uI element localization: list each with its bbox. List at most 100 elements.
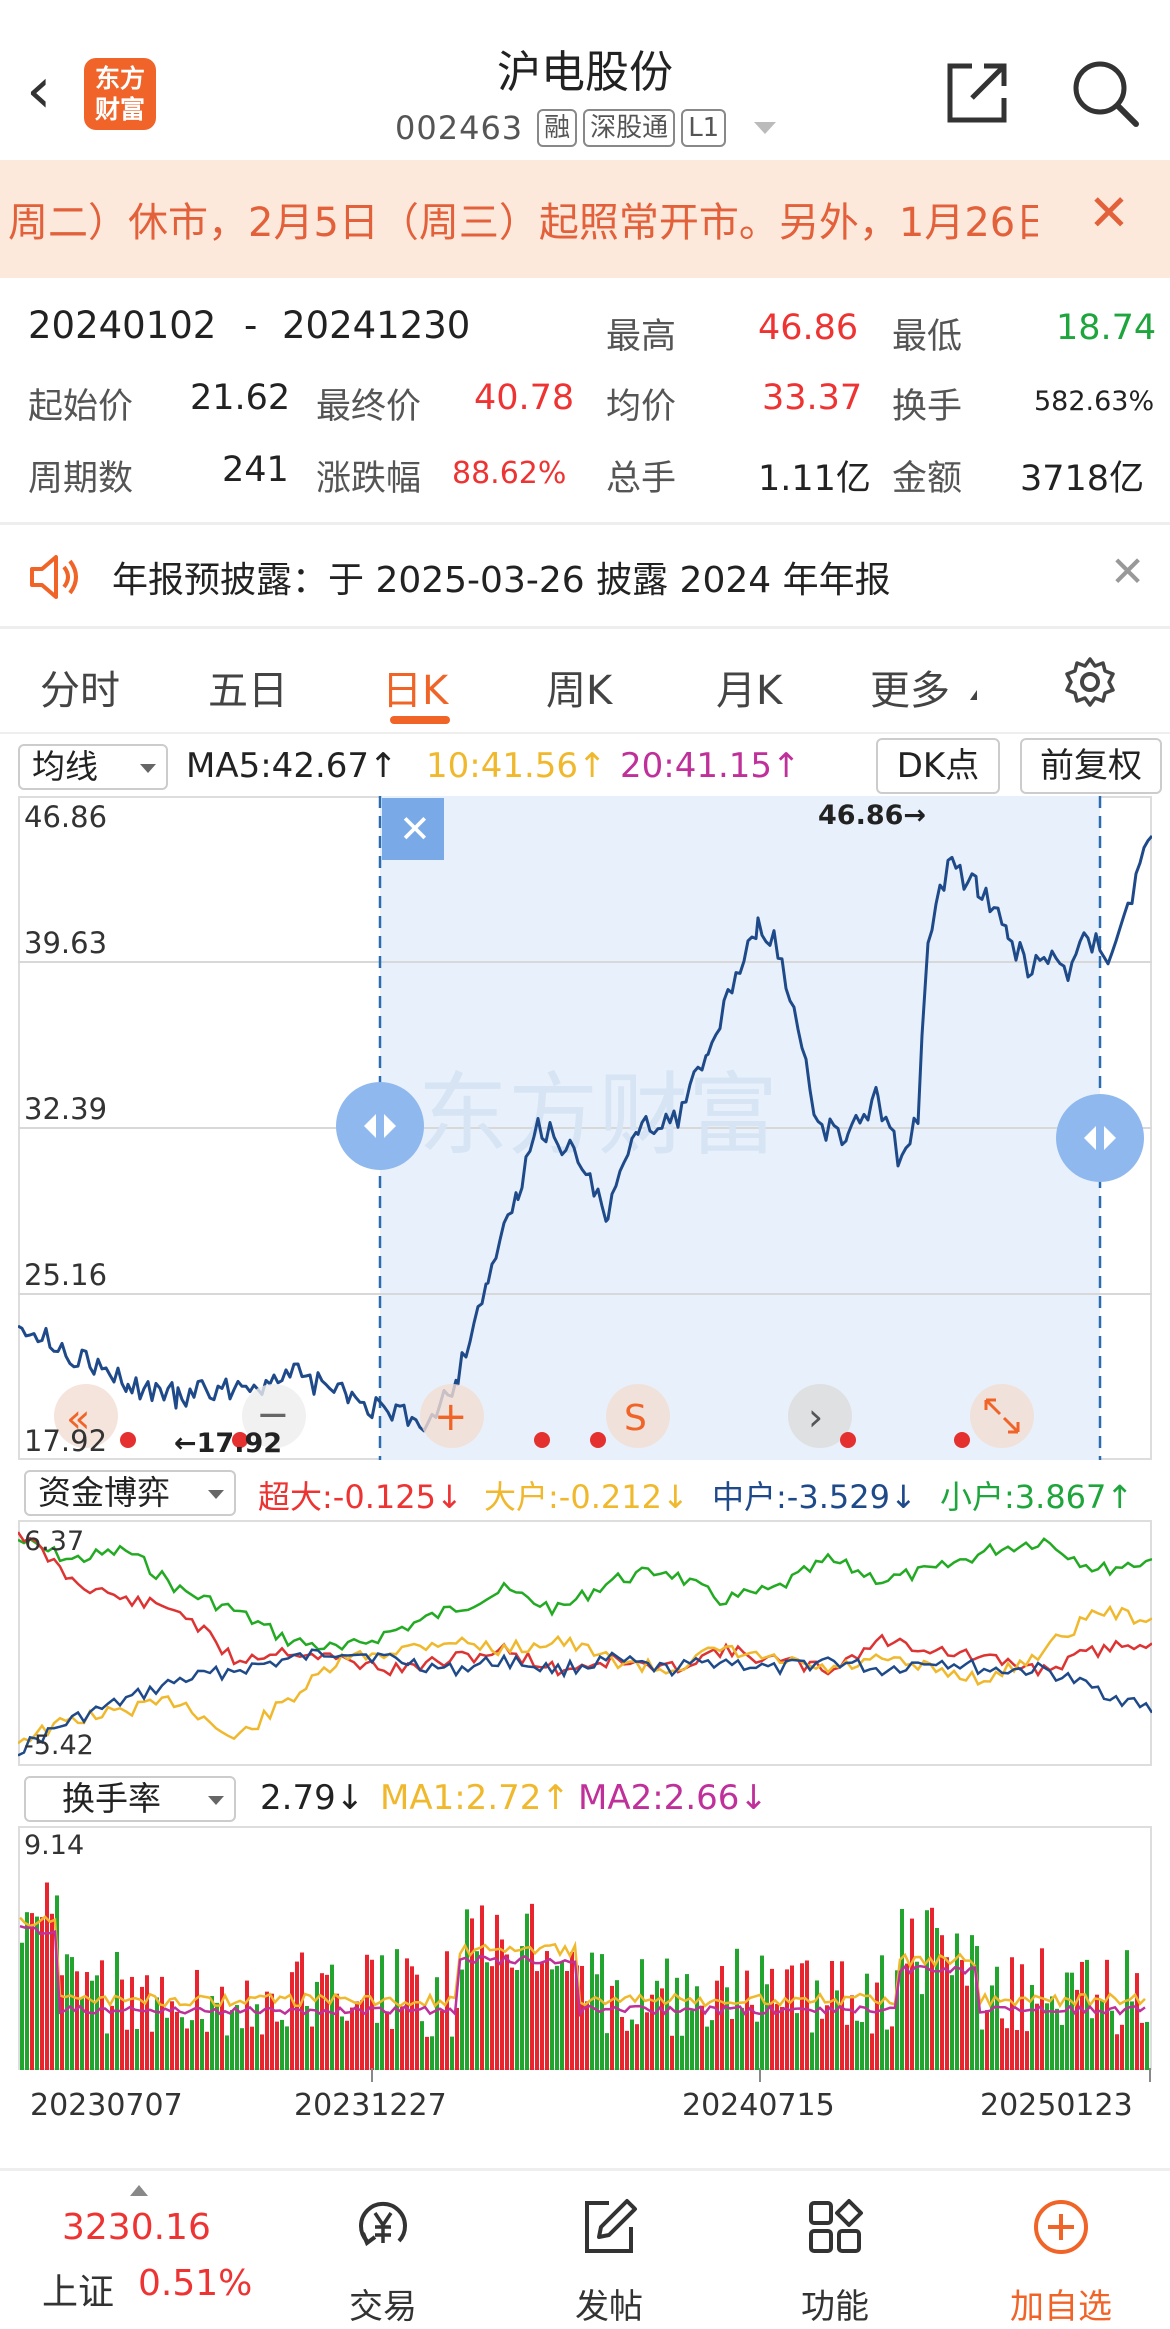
range-handle-right[interactable] [1056,1094,1144,1182]
turnover-bar [975,1946,979,2070]
index-value: 3230.16 [62,2207,211,2248]
gear-icon[interactable] [1064,656,1116,708]
turnover-bar [380,1955,384,2070]
close-range-button[interactable] [382,798,444,860]
turnover-bar [315,1981,319,2070]
x-axis-label: 20231227 [294,2088,447,2123]
turnover-bar [375,2022,379,2070]
turnover-bar [1115,2034,1119,2070]
chevron-down-icon[interactable] [754,122,777,134]
turnover-bar [685,1974,689,2070]
tab-more[interactable]: 更多 [870,668,950,714]
tab-monthly-k[interactable]: 月K [716,668,783,714]
market-notice-banner[interactable]: 周二）休市，2月5日（周三）起照常开市。另外，1月26日 ✕ [0,160,1170,278]
turnover-bar [735,1948,739,2070]
turnover-bar [785,1969,789,2070]
turnover-bar [1020,1964,1024,2070]
turnover-bar [950,1975,954,2070]
back-button[interactable]: ‹ [26,54,52,128]
turnover-bar [585,2001,589,2070]
turnover-bar [1080,1961,1084,2070]
turnover-bar [1070,1972,1074,2070]
plus-icon: + [434,1394,468,1440]
turnover-bar [30,1913,34,2070]
turnover-bar [1085,1959,1089,2070]
edit-icon [585,2199,637,2253]
adjust-price-button[interactable]: 前复权 [1020,738,1162,794]
turnover-bar [525,1913,529,2070]
turnover-bar [705,2026,709,2070]
turnover-bar [200,2019,204,2070]
turnover-bar [860,2022,864,2070]
small-flow-line [18,1537,1152,1651]
turnover-bar [990,1985,994,2070]
search-icon[interactable] [1070,58,1140,128]
price-chart[interactable]: 东方财富 ✕ « − + S › 46.86→ ←17.92 [18,796,1152,1460]
turnover-bar [955,1933,959,2070]
plus-circle-icon [1034,2200,1088,2254]
tab-five-day[interactable]: 五日 [208,668,288,714]
turnover-bar [770,1968,774,2070]
turnover-bar [1035,2003,1039,2070]
turnover-bar [535,1971,539,2070]
turnover-bar [385,2011,389,2070]
tab-daily-k[interactable]: 日K [382,668,449,714]
share-icon[interactable] [944,60,1010,126]
volume-label: 总手 [606,459,677,499]
super-large-flow: 超大:-0.125↓ [258,1478,463,1516]
close-icon[interactable]: ✕ [1088,184,1130,242]
turnover-bar [40,1917,44,2070]
zoom-out-button[interactable] [242,1384,306,1448]
turnover-bar [210,1996,214,2070]
open-value: 21.62 [190,378,291,418]
fullscreen-button[interactable] [970,1384,1034,1448]
close-icon[interactable]: ✕ [1110,547,1146,596]
zoom-in-button[interactable] [420,1384,484,1448]
close-label: 最终价 [316,387,422,427]
signal-dot [954,1432,970,1448]
turnover-bar [695,1986,699,2070]
y-axis-label: 39.63 [24,926,108,960]
turnover-bar [125,2029,129,2070]
turnover-rate-value: 2.79↓ [260,1778,365,1818]
turnover-bar [710,2020,714,2070]
ma10-value: 10:41.56↑ [426,746,607,786]
turnover-bar [655,1980,659,2070]
turnover-bar [175,2011,179,2070]
turnover-bar [965,1985,969,2070]
stock-code-row[interactable]: 002463 融 深股通 L1 [395,108,777,148]
dk-signal-button[interactable] [606,1384,670,1448]
turnover-bar [615,1980,619,2070]
turnover-bars [20,1882,1149,2070]
y-axis-label: 32.39 [24,1092,108,1126]
turnover-bar [790,1965,794,2070]
turnover-bar [1130,2001,1134,2070]
turnover-bar [1005,2028,1009,2070]
turnover-bar [290,1972,294,2070]
tab-weekly-k[interactable]: 周K [546,668,613,714]
turnover-bar [820,2018,824,2070]
indicator-selector-fund[interactable]: 资金博弈 [24,1470,236,1516]
turnover-bar [440,2010,444,2070]
dk-point-button[interactable]: DK点 [876,738,1000,794]
turnover-bar [320,1973,324,2070]
turnover-bar [75,1971,79,2070]
indicator-selector-turnover[interactable]: 换手率 [24,1776,236,1822]
index-ticker[interactable]: 3230.16 上证 0.51% [14,2179,264,2319]
range-handle-left[interactable] [336,1082,424,1170]
max-price-marker: 46.86→ [818,800,926,831]
turnover-bar [270,1993,274,2070]
turnover-bar [285,2026,289,2070]
turnover-bar [335,1993,339,2070]
scroll-left-button[interactable] [54,1384,118,1448]
turnover-value: 582.63% [1034,386,1155,417]
turnover-bar [805,1960,809,2070]
signal-dot [590,1432,606,1448]
tab-intraday[interactable]: 分时 [40,668,120,714]
turnover-bar [835,1990,839,2070]
medium-flow: 中户:-3.529↓ [712,1478,917,1516]
scroll-right-button[interactable] [788,1384,852,1448]
turnover-bar [260,2034,264,2070]
announcement-bar[interactable]: 年报预披露：于 2025-03-26 披露 2024 年年报 ✕ [0,525,1170,625]
indicator-selector-ma[interactable]: 均线 [18,744,168,790]
